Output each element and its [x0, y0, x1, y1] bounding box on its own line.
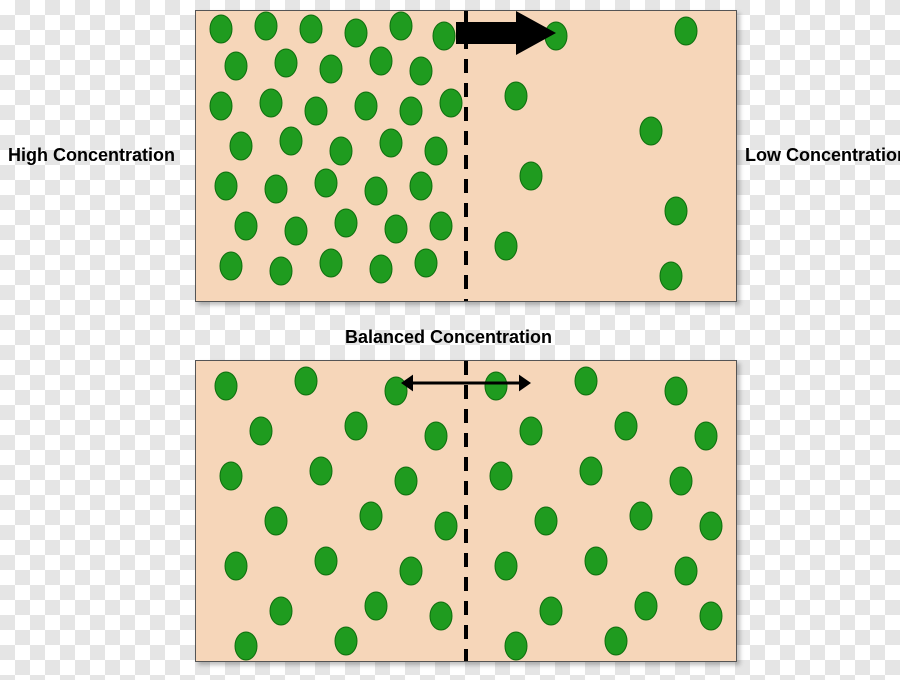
particle-left	[265, 175, 287, 203]
particle-right	[505, 632, 527, 660]
particle-left	[400, 557, 422, 585]
particle-left	[370, 47, 392, 75]
particle-left	[220, 462, 242, 490]
particle-left	[305, 97, 327, 125]
particle-right	[700, 512, 722, 540]
particle-left	[385, 215, 407, 243]
particle-right	[485, 372, 507, 400]
particle-right	[630, 502, 652, 530]
particle-left	[275, 49, 297, 77]
particle-right	[660, 262, 682, 290]
particle-right	[540, 597, 562, 625]
particle-left	[335, 627, 357, 655]
particle-left	[315, 169, 337, 197]
bottom-panel	[195, 360, 737, 662]
equilibrium-arrow-head-right	[519, 375, 531, 392]
particle-left	[210, 15, 232, 43]
particle-left	[310, 457, 332, 485]
particle-right	[700, 602, 722, 630]
particle-right	[585, 547, 607, 575]
particle-right	[495, 232, 517, 260]
particle-left	[225, 52, 247, 80]
particle-right	[670, 467, 692, 495]
particle-left	[225, 552, 247, 580]
diagram-canvas: High Concentration Low Concentration Bal…	[0, 0, 900, 680]
particle-left	[415, 249, 437, 277]
particle-right	[575, 367, 597, 395]
particle-left	[330, 137, 352, 165]
particle-left	[220, 252, 242, 280]
particle-right	[490, 462, 512, 490]
particle-left	[390, 12, 412, 40]
top-panel-svg	[196, 11, 736, 301]
particle-left	[335, 209, 357, 237]
bottom-panel-svg	[196, 361, 736, 661]
particle-left	[370, 255, 392, 283]
particle-right	[695, 422, 717, 450]
particle-right	[505, 82, 527, 110]
particle-right	[495, 552, 517, 580]
particle-left	[425, 422, 447, 450]
particle-left	[400, 97, 422, 125]
particle-left	[410, 172, 432, 200]
particle-left	[265, 507, 287, 535]
particle-left	[270, 257, 292, 285]
particle-right	[675, 557, 697, 585]
particle-left	[300, 15, 322, 43]
particle-left	[285, 217, 307, 245]
particle-left	[410, 57, 432, 85]
particle-left	[255, 12, 277, 40]
particle-left	[440, 89, 462, 117]
particle-left	[380, 129, 402, 157]
label-low-concentration: Low Concentration	[745, 145, 900, 166]
particle-right	[520, 417, 542, 445]
label-balanced-concentration: Balanced Concentration	[345, 327, 552, 348]
particle-left	[280, 127, 302, 155]
particle-right	[675, 17, 697, 45]
particle-left	[295, 367, 317, 395]
particle-right	[580, 457, 602, 485]
particle-left	[433, 22, 455, 50]
particle-left	[435, 512, 457, 540]
particle-left	[270, 597, 292, 625]
particle-right	[535, 507, 557, 535]
particle-left	[320, 55, 342, 83]
particle-left	[430, 602, 452, 630]
particle-right	[665, 377, 687, 405]
particle-left	[355, 92, 377, 120]
particle-left	[365, 177, 387, 205]
particle-left	[425, 137, 447, 165]
particle-left	[250, 417, 272, 445]
particle-left	[210, 92, 232, 120]
particle-left	[345, 412, 367, 440]
particle-left	[230, 132, 252, 160]
particle-left	[395, 467, 417, 495]
particle-left	[320, 249, 342, 277]
particle-right	[615, 412, 637, 440]
particle-left	[235, 212, 257, 240]
label-high-concentration: High Concentration	[8, 145, 175, 166]
particle-left	[430, 212, 452, 240]
particle-left	[260, 89, 282, 117]
particle-left	[315, 547, 337, 575]
particle-left	[235, 632, 257, 660]
particle-left	[365, 592, 387, 620]
particle-left	[345, 19, 367, 47]
particle-left	[215, 372, 237, 400]
particle-right	[640, 117, 662, 145]
particle-right	[635, 592, 657, 620]
particle-right	[520, 162, 542, 190]
particle-left	[360, 502, 382, 530]
particle-left	[215, 172, 237, 200]
top-panel	[195, 10, 737, 302]
particle-right	[605, 627, 627, 655]
particle-right	[665, 197, 687, 225]
